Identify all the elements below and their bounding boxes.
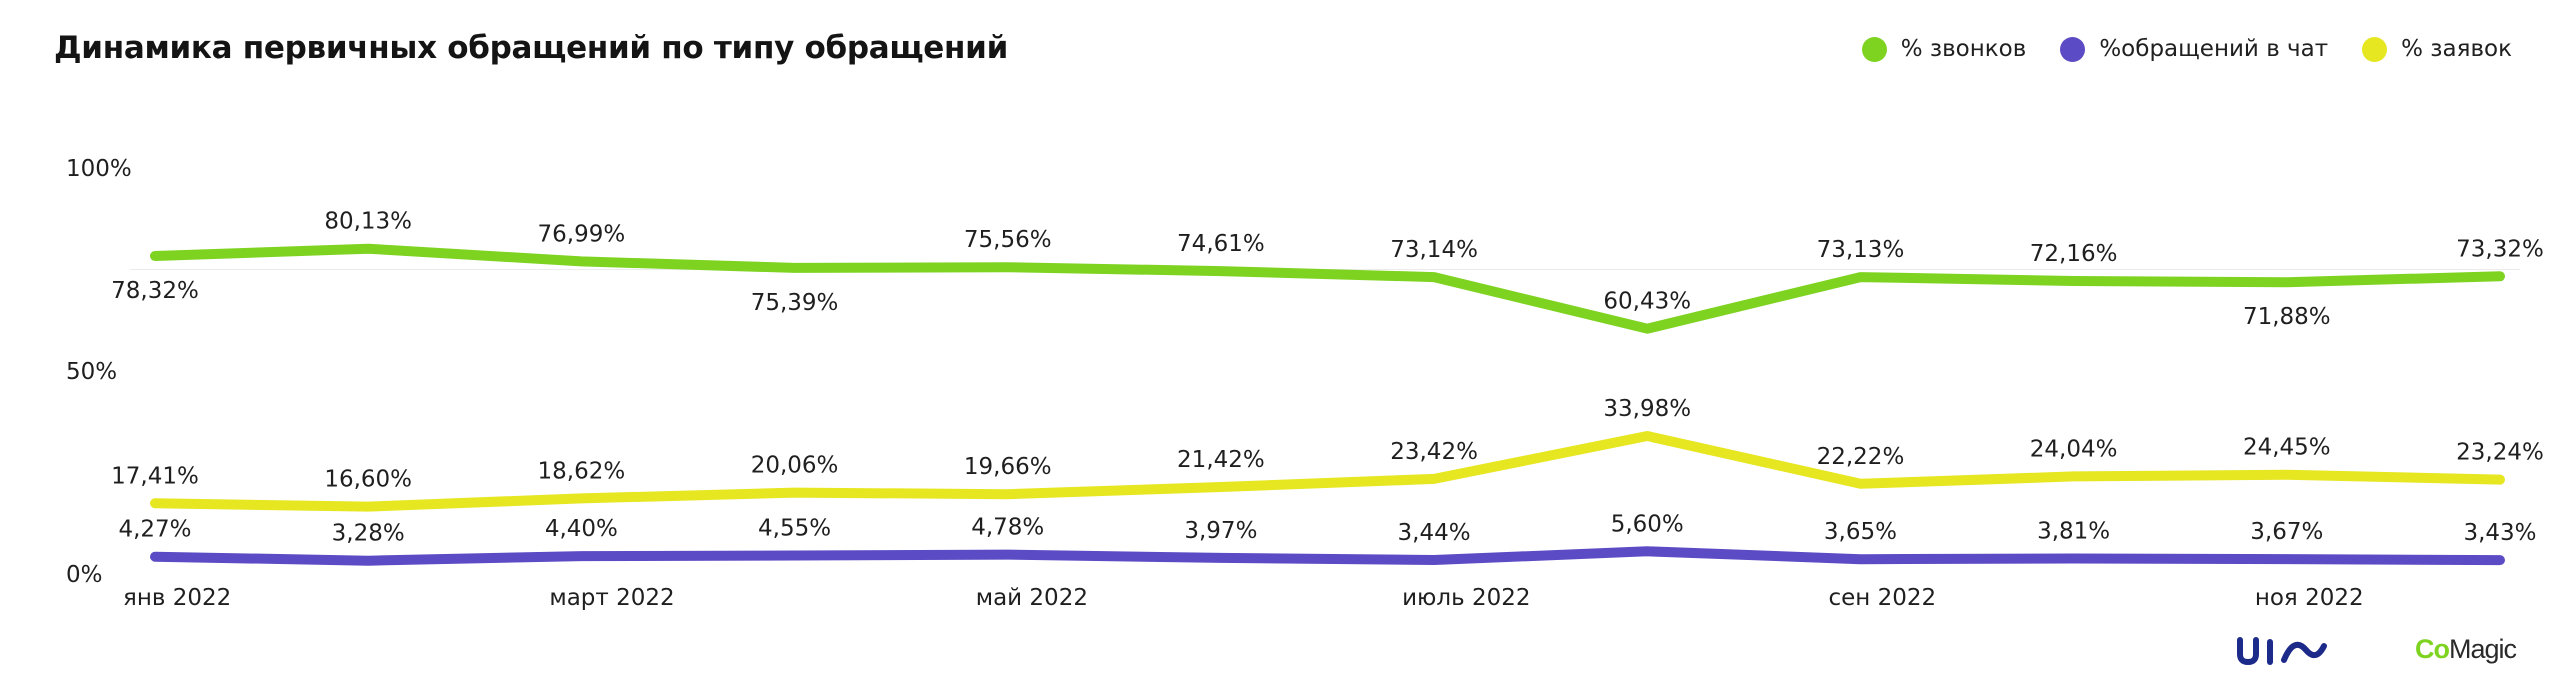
data-label: 3,81% — [2037, 519, 2110, 545]
legend-label-calls: % звонков — [1900, 36, 2027, 62]
data-label: 71,88% — [2243, 304, 2331, 330]
y-tick-label: 50% — [66, 359, 117, 385]
comagic-logo: CoMagic — [2414, 634, 2517, 665]
y-axis-ticks: 100% 50% 0% — [66, 156, 132, 588]
data-label: 75,39% — [751, 290, 839, 316]
data-label: 80,13% — [324, 209, 412, 235]
data-label: 73,32% — [2456, 236, 2544, 262]
data-label: 3,65% — [1824, 519, 1897, 545]
comagic-logo-co: Co — [2414, 634, 2450, 664]
data-label: 72,16% — [2030, 241, 2118, 267]
x-tick-label: янв 2022 — [123, 585, 231, 611]
legend-swatch-requests — [2362, 36, 2388, 62]
series-line-0 — [150, 243, 2505, 334]
data-label: 73,14% — [1390, 237, 1478, 263]
data-label: 75,56% — [964, 227, 1052, 253]
data-label: 24,45% — [2243, 435, 2331, 461]
data-label: 18,62% — [538, 458, 626, 484]
data-label: 3,28% — [332, 521, 405, 547]
x-tick-label: март 2022 — [549, 585, 674, 611]
data-label: 3,43% — [2463, 520, 2536, 546]
data-label: 24,04% — [2030, 436, 2118, 462]
data-label: 23,42% — [1390, 439, 1478, 465]
data-label: 4,55% — [758, 516, 831, 542]
y-tick-label: 0% — [66, 562, 103, 588]
data-label: 78,32% — [111, 278, 199, 304]
data-labels: 78,32% 80,13% 76,99% 75,39% 75,56% 74,61% 73,1… — [111, 209, 2544, 547]
data-label: 17,41% — [111, 463, 199, 489]
legend-item-requests: % заявок — [2362, 36, 2512, 62]
data-label: 21,42% — [1177, 447, 1265, 473]
legend: % звонков %обращений в чат % заявок — [1861, 36, 2512, 62]
y-tick-label: 100% — [66, 156, 132, 182]
data-label: 3,67% — [2250, 519, 2323, 545]
data-label: 5,60% — [1611, 511, 1684, 537]
data-label: 16,60% — [324, 467, 412, 493]
data-label: 60,43% — [1603, 289, 1691, 315]
data-label: 76,99% — [538, 221, 626, 247]
uis-logo — [2237, 637, 2327, 666]
x-axis-ticks: янв 2022 март 2022 май 2022 июль 2022 сен 20… — [123, 585, 2364, 611]
data-label: 4,78% — [971, 515, 1044, 541]
x-tick-label: сен 2022 — [1828, 585, 1936, 611]
series-line-2 — [150, 431, 2505, 512]
legend-item-chat: %обращений в чат — [2060, 36, 2328, 62]
data-label: 4,40% — [545, 516, 618, 542]
legend-label-requests: % заявок — [2401, 36, 2512, 62]
series-line-1 — [150, 546, 2505, 566]
data-label: 22,22% — [1817, 444, 1905, 470]
comagic-logo-magic: Magic — [2448, 634, 2517, 664]
data-label: 3,97% — [1184, 518, 1257, 544]
series-lines — [150, 243, 2505, 566]
legend-item-calls: % звонков — [1861, 36, 2027, 62]
footer-logos: CoMagic — [2236, 630, 2517, 680]
legend-label-chat: %обращений в чат — [2099, 36, 2329, 62]
data-label: 3,44% — [1398, 520, 1471, 546]
x-tick-label: ноя 2022 — [2255, 585, 2364, 611]
legend-swatch-chat — [2060, 36, 2086, 62]
data-label: 19,66% — [964, 454, 1052, 480]
chart-title: Динамика первичных обращений по типу обр… — [54, 30, 1008, 66]
data-label: 74,61% — [1177, 231, 1265, 257]
data-label: 33,98% — [1603, 396, 1691, 422]
data-label: 23,24% — [2456, 440, 2544, 466]
legend-swatch-calls — [1861, 36, 1887, 62]
x-tick-label: июль 2022 — [1402, 585, 1530, 611]
data-label: 73,13% — [1817, 237, 1905, 263]
x-tick-label: май 2022 — [976, 585, 1088, 611]
data-label: 20,06% — [751, 453, 839, 479]
data-label: 4,27% — [118, 517, 191, 543]
